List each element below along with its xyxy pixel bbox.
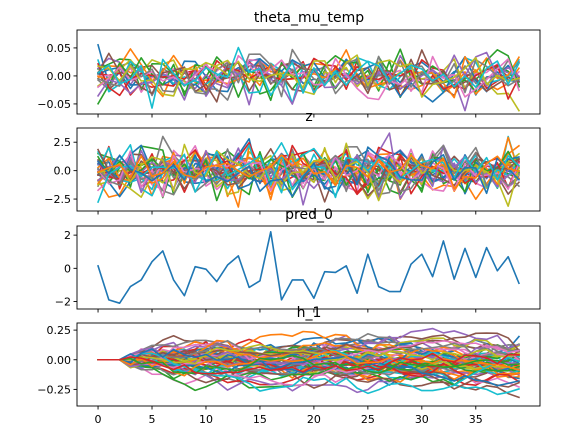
panel-theta-mu-temp: −0.05 0.00 0.05 theta_mu_temp [37, 10, 541, 118]
panel-pred-0: −2 0 2 pred_0 [55, 207, 541, 313]
panel-title: pred_0 [285, 207, 333, 223]
series-line [97, 339, 520, 366]
y-tick-label: −0.25 [37, 383, 71, 396]
panel-title: z [305, 109, 312, 125]
y-tick-label: −2 [55, 296, 71, 309]
axes-frame [76, 225, 541, 310]
y-tick-label: −2.5 [44, 193, 71, 206]
x-tick-label: 30 [415, 413, 429, 426]
y-tick-label: 0.25 [47, 324, 72, 337]
series-line [96, 146, 521, 198]
y-tick-label: 0.00 [47, 354, 72, 367]
y-tick-label: 0 [64, 262, 71, 275]
y-tick-label: −0.05 [37, 98, 71, 111]
series-line [96, 46, 521, 109]
panel-h-1: −0.25 0.00 0.25 0 5 10 15 20 25 30 35 h_1 [37, 305, 541, 426]
plot-area [97, 327, 521, 399]
axes-frame [76, 322, 541, 407]
series-line [97, 154, 520, 190]
series-line [97, 352, 520, 375]
series-line [96, 132, 520, 200]
series-line [97, 231, 520, 304]
series-line [97, 352, 520, 395]
x-tick-label: 0 [95, 413, 102, 426]
axes-frame [76, 127, 541, 212]
y-tick-label: 0.00 [47, 70, 72, 83]
series-line [97, 349, 521, 374]
plot-area [96, 43, 521, 112]
x-tick-label: 5 [149, 413, 156, 426]
panel-title: h_1 [297, 305, 322, 321]
x-tick-label: 25 [361, 413, 375, 426]
x-tick-label: 35 [469, 413, 483, 426]
series-line [97, 55, 520, 103]
y-tick-label: 0.0 [54, 165, 72, 178]
plot-area [96, 132, 521, 208]
plot-area [97, 231, 520, 304]
y-tick-label: 2 [64, 229, 71, 242]
x-tick-label: 10 [199, 413, 213, 426]
x-tick-label: 20 [307, 413, 321, 426]
panel-z: −2.5 0.0 2.5 z [44, 109, 541, 215]
x-tick-label: 15 [253, 413, 267, 426]
panel-title: theta_mu_temp [254, 10, 364, 26]
y-tick-label: 0.05 [47, 42, 72, 55]
y-tick-label: 2.5 [54, 136, 72, 149]
axes-frame [76, 29, 541, 115]
